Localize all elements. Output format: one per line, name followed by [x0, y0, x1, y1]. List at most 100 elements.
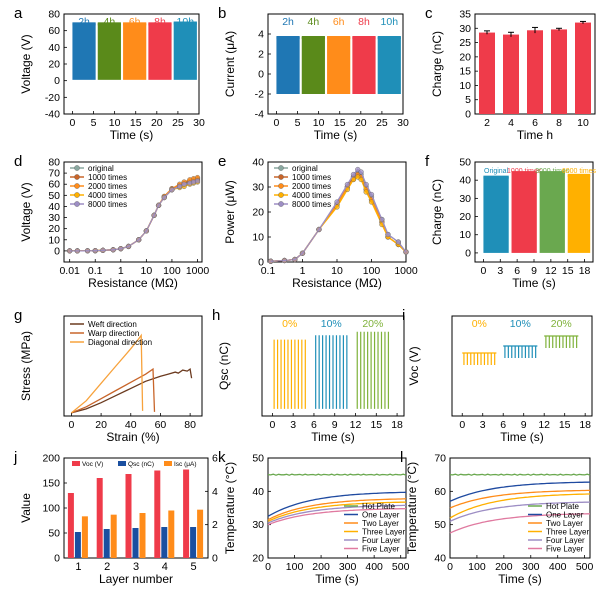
data-point: [363, 189, 369, 195]
x-tick-label: 12: [538, 419, 550, 431]
bar: [132, 528, 139, 558]
series-line: [267, 473, 407, 476]
data-point: [368, 191, 375, 198]
panel-label: l: [400, 449, 403, 466]
legend-label: Four Layer: [546, 536, 585, 545]
data-point: [155, 202, 162, 208]
y-tick-label: 100: [42, 503, 60, 515]
bar: [103, 529, 110, 558]
y-tick-label: 4: [258, 29, 264, 41]
legend-swatch: [164, 461, 172, 466]
x-tick-label: 0: [68, 419, 74, 431]
legend-label: original: [292, 164, 318, 173]
data-point: [358, 169, 364, 175]
y-tick-label: 10: [459, 229, 471, 241]
x-tick-label: 100: [468, 561, 486, 573]
band-label: 8h: [358, 16, 370, 28]
y-tick-label: 60: [48, 25, 60, 37]
x-tick-label: 300: [339, 561, 357, 573]
x-tick-label: 5: [191, 561, 197, 573]
y-tick-label: 10: [459, 80, 471, 92]
legend-label: Four Layer: [362, 536, 401, 545]
x-tick-label: 25: [172, 117, 184, 129]
y-axis-label: Temperature (°C): [405, 462, 419, 554]
data-point: [118, 246, 124, 252]
legend-label: Qsc (nC): [128, 461, 154, 468]
data-point: [334, 204, 340, 210]
data-point: [268, 258, 274, 264]
x-tick-label: 400: [365, 561, 383, 573]
legend-label: Voc (V): [82, 461, 103, 468]
legend-marker: [74, 201, 80, 207]
y-tick-label: 200: [42, 453, 60, 465]
y-tick-label: 80: [48, 9, 60, 21]
y-tick-label: -20: [45, 92, 60, 104]
x-axis-label: Time (s): [512, 276, 556, 290]
y-tick-label: -4: [255, 109, 264, 121]
data-point: [84, 248, 91, 254]
x-axis-label: Layer number: [99, 572, 173, 586]
x-tick-label: 9: [521, 419, 527, 431]
x-tick-label: 3: [133, 561, 139, 573]
x-tick-label: 0.01: [59, 265, 80, 277]
series-line: [270, 171, 407, 262]
y-tick-label: 40: [48, 201, 60, 213]
y-tick-label: 5: [465, 94, 471, 106]
legend-label: Hot Plate: [362, 502, 395, 511]
band-label: 4h: [104, 16, 116, 28]
data-point: [92, 248, 98, 254]
x-tick-label: 200: [495, 561, 513, 573]
data-point: [363, 181, 369, 188]
bar: [197, 509, 204, 558]
x-axis-label: Time h: [517, 128, 553, 142]
y-tick-label: 20: [48, 59, 60, 71]
x-tick-label: 15: [334, 117, 346, 129]
x-tick-label: 30: [397, 117, 409, 129]
band-label: 0%: [472, 318, 487, 330]
y-tick-label: 50: [434, 519, 446, 531]
series-band: [539, 171, 565, 253]
y-tick-label: 40: [459, 175, 471, 187]
y-tick-label: 30: [252, 182, 264, 194]
band-label: 8h: [154, 16, 166, 28]
y-tick-label: 70: [434, 453, 446, 465]
y-tick-label: 10: [252, 232, 264, 244]
series-line: [449, 473, 591, 476]
x-tick-label: 10: [313, 117, 325, 129]
x-tick-label: 100: [286, 561, 304, 573]
y-tick-label: 30: [459, 23, 471, 35]
x-axis-label: Resistance (MΩ): [292, 276, 382, 290]
x-tick-label: 2: [484, 117, 490, 129]
x-tick-label: 25: [376, 117, 388, 129]
x-tick-label: 4: [162, 561, 168, 573]
x-tick-label: 9: [531, 265, 537, 277]
y-tick-label: 40: [252, 157, 264, 169]
data-point: [125, 243, 132, 250]
x-axis-label: Strain (%): [106, 430, 159, 444]
panel-label: i: [402, 307, 405, 324]
x-tick-label: 18: [391, 419, 403, 431]
y-tick-label: 50: [252, 453, 264, 465]
x-tick-label: 200: [312, 561, 330, 573]
legend-label: 8000 times: [292, 200, 331, 209]
x-tick-label: 1000: [394, 265, 418, 277]
y-tick-label: 150: [42, 478, 60, 490]
data-point: [110, 247, 116, 253]
legend-label: 2000 times: [88, 182, 127, 191]
series-band: [327, 36, 351, 94]
series-line: [449, 513, 590, 534]
legend-marker: [74, 165, 80, 171]
series-line: [270, 176, 407, 262]
legend-label: 1000 times: [292, 173, 331, 182]
y-tick-label: 25: [459, 37, 471, 49]
bar: [527, 30, 543, 115]
y-axis-label: Charge (nC): [430, 179, 444, 245]
data-point: [334, 199, 340, 205]
x-tick-label: 20: [151, 117, 163, 129]
legend-swatch: [118, 461, 126, 466]
x-tick-label: 20: [355, 117, 367, 129]
series-line: [267, 491, 407, 517]
x-axis-label: Time (s): [315, 572, 359, 586]
